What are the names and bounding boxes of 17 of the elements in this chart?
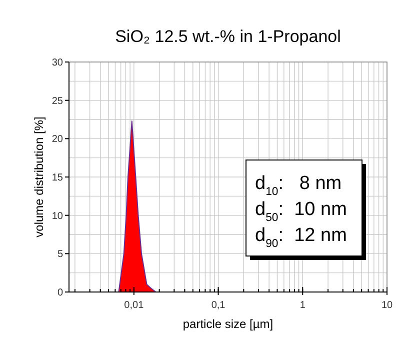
annotation: d$_{10}$: 8 nm: [255, 173, 342, 198]
x-tick-label: 0,01: [124, 300, 144, 311]
chart-title: SiO₂ 12.5 wt.-% in 1-Propanol: [115, 27, 341, 46]
y-tick-label: 30: [52, 58, 64, 68]
x-tick-label: 10: [381, 300, 393, 311]
x-tick-label: 0,1: [211, 300, 226, 311]
y-tick-label: 10: [52, 210, 64, 222]
y-tick-label: 15: [52, 172, 64, 184]
x-axis-title: particle size [µm]: [182, 317, 274, 331]
x-tick-label: 1: [300, 300, 306, 311]
annotation: d$_{50}$: 10 nm: [255, 199, 347, 224]
y-tick-label: 20: [52, 134, 64, 146]
y-tick-label: 5: [57, 249, 64, 260]
y-axis-title: volume distribution [%]: [32, 116, 46, 238]
y-tick-label: 0: [57, 288, 64, 298]
annotation: d$_{90}$: 12 nm: [255, 225, 347, 250]
y-tick-label: 25: [52, 96, 64, 107]
